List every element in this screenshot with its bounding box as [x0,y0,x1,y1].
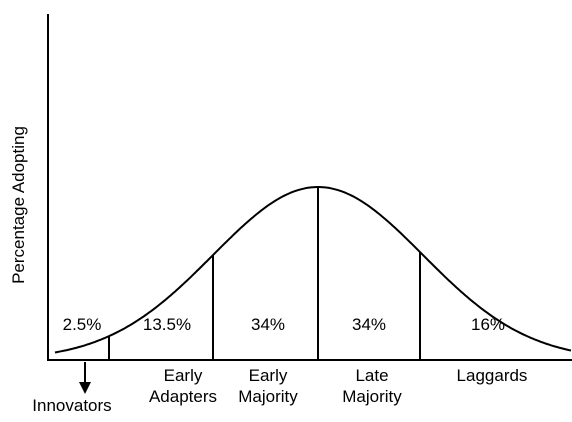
y-axis-label: Percentage Adopting [9,126,28,284]
segment-share: 2.5% [63,315,102,334]
segment-label: Innovators [32,396,111,415]
segment-label: Early [164,366,203,385]
segment-share: 16% [471,315,505,334]
innovators-arrow-head [79,382,91,394]
segment-share: 34% [352,315,386,334]
segment-label: Majority [238,387,298,406]
segment-label: Majority [342,387,402,406]
segment-label: Adapters [149,387,217,406]
segment-label: Laggards [457,366,528,385]
segment-label: Early [249,366,288,385]
segment-share: 34% [251,315,285,334]
segment-label: Late [355,366,388,385]
bell-curve [54,186,572,354]
segment-share: 13.5% [143,315,191,334]
